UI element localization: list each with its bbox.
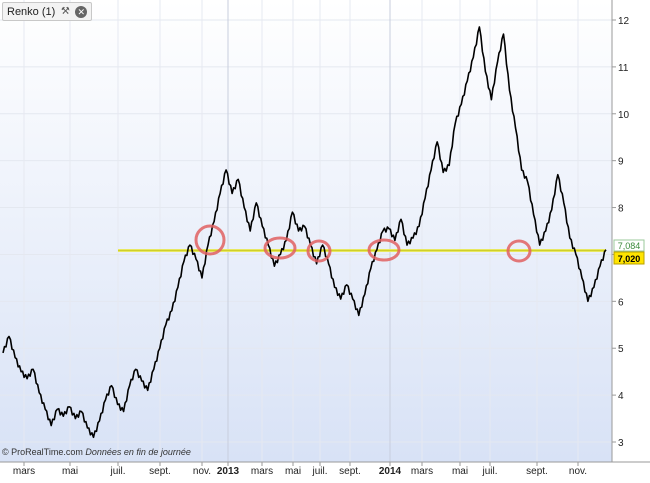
highlight-circles [194,224,532,263]
y-tick-label: 11 [618,63,629,74]
highlight-circle [306,239,332,263]
data-note: Données en fin de journée [85,447,191,457]
x-tick-label: sept. [149,466,171,477]
y-tick-label: 6 [618,297,624,308]
close-icon[interactable]: ✕ [75,5,88,18]
y-tick-label: 9 [618,157,624,168]
last-tag: 7,020 [618,254,641,264]
x-tick-label: nov. [193,466,211,477]
highlight-circle [367,238,401,262]
x-tick-label: mai [285,466,301,477]
price-tags: 7,084 7,020 [613,239,645,265]
x-tick-label: mars [13,466,35,477]
x-axis-ticks: mars mai juil. sept. nov. 2013 mars mai juil. sep… [13,462,587,477]
highlight-circle [263,236,297,260]
grid-lines [0,0,612,462]
copyright-symbol: © [2,447,9,457]
support-tag-box [613,239,645,252]
x-tick-label: juil. [311,466,327,477]
x-tick-label: mai [452,466,468,477]
price-line [2,26,607,439]
y-tick-label: 10 [618,110,630,121]
y-tick-label: 8 [618,204,624,215]
x-tick-label: 2013 [217,466,240,477]
y-tick-label: 3 [618,438,624,449]
panel-title: Renko (1) [7,5,56,18]
x-tick-label: juil. [481,466,497,477]
x-tick-label: sept. [526,466,548,477]
highlight-circle [194,224,226,256]
x-tick-label: sept. [339,466,361,477]
source-label: ProRealTime.com [11,447,83,457]
wrench-icon[interactable]: ⚒ [60,5,70,17]
x-tick-label: mars [411,466,433,477]
last-tag-box [613,251,645,265]
y-tick-label: 4 [618,391,624,402]
x-tick-label: juil. [109,466,125,477]
y-tick-label: 12 [618,16,630,27]
copyright-notice: © ProRealTime.com Données en fin de jour… [2,447,191,457]
y-axis-ticks: 3456789101112 [612,16,630,449]
x-tick-label: nov. [569,466,587,477]
support-tag: 7,084 [618,241,641,251]
y-tick-label: 5 [618,344,624,355]
x-tick-label: 2014 [379,466,402,477]
panel-header: Renko (1) ⚒ ✕ [2,2,93,21]
highlight-circle [506,239,532,263]
x-tick-label: mars [251,466,273,477]
x-tick-label: mai [62,466,78,477]
